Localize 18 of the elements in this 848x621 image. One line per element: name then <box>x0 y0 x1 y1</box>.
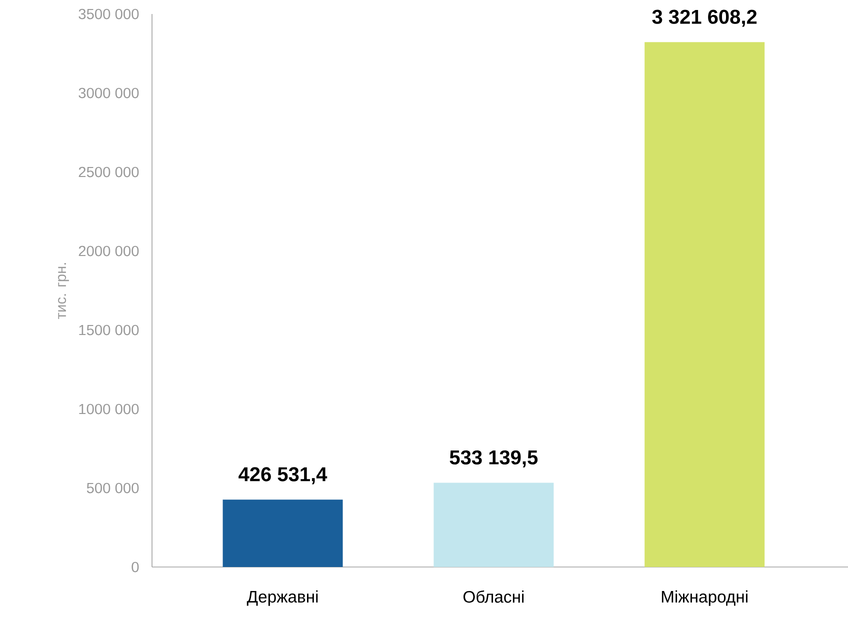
y-tick-label: 3500 000 <box>78 8 139 20</box>
bar <box>222 500 343 567</box>
data-label: 3 321 608,2 <box>652 10 757 27</box>
y-tick-label: 2500 000 <box>78 166 139 178</box>
y-tick-label: 2000 000 <box>78 246 139 256</box>
x-tick-label: Державні <box>246 590 318 606</box>
y-tick-label: 1000 000 <box>79 404 139 414</box>
data-label: 533 139,5 <box>450 450 538 468</box>
data-label: 426 531,4 <box>238 467 328 484</box>
x-tick-label: Обласні <box>463 590 524 603</box>
x-tick-label: Міжнародні <box>662 590 748 606</box>
y-tick-label: 500 000 <box>86 482 139 494</box>
y-tick-label: 3000 000 <box>78 88 139 98</box>
y-tick-label: 1500 000 <box>79 324 139 336</box>
y-axis-title: тис. грн. <box>58 263 69 319</box>
bar <box>434 482 554 567</box>
y-tick-label: 0 <box>132 562 139 572</box>
bar <box>644 42 765 567</box>
